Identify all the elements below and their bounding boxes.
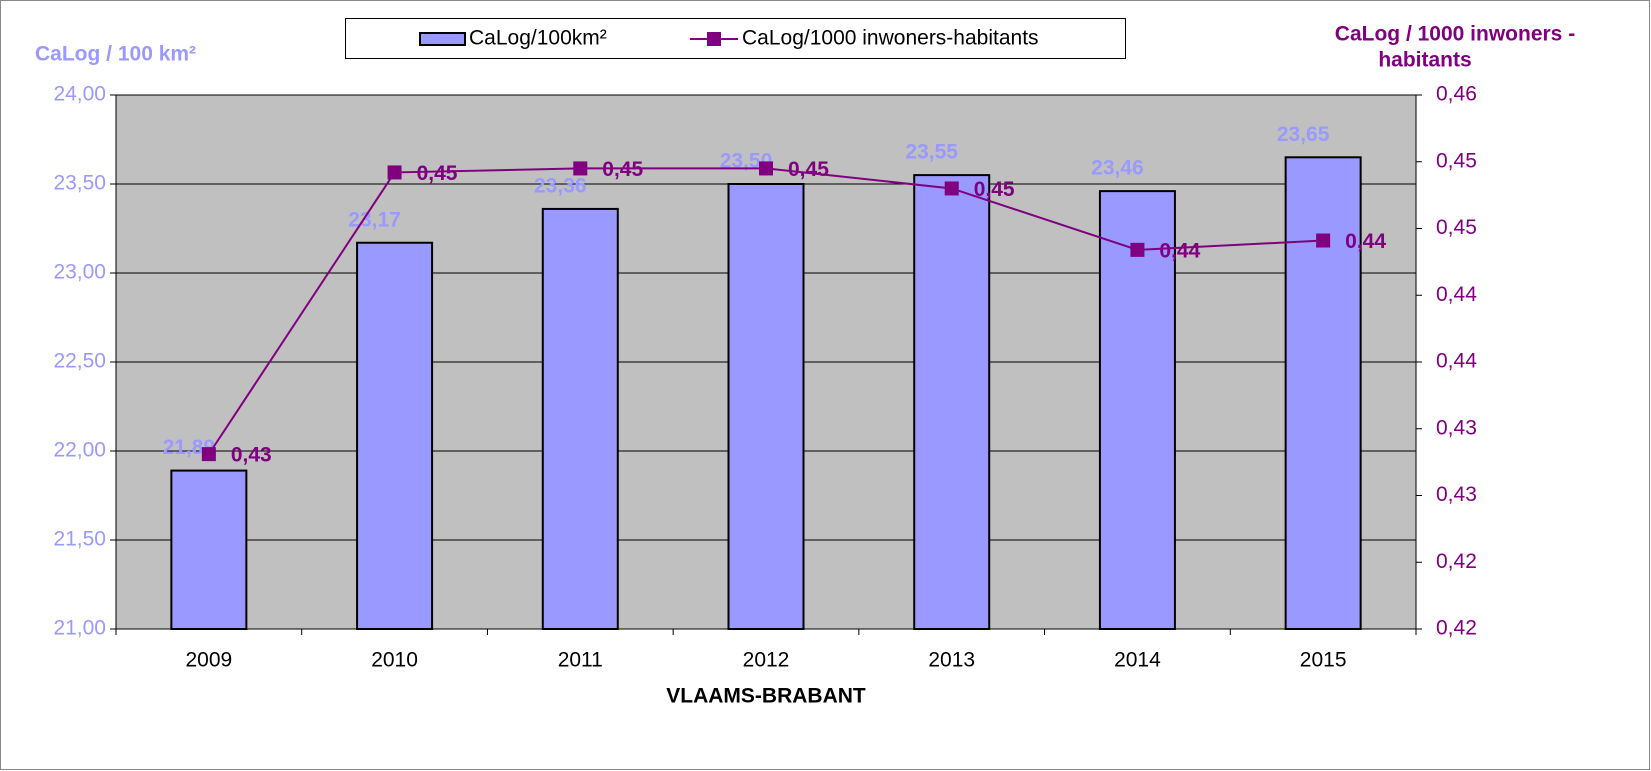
y2-tick-label: 0,44: [1436, 350, 1477, 373]
y2-tick-label: 0,46: [1436, 83, 1477, 106]
line-value-label: 0,44: [1345, 230, 1386, 253]
legend-label: CaLog/100km²: [469, 27, 607, 50]
bar: [1284, 156, 1362, 631]
x-tick-label: 2012: [743, 649, 790, 672]
y-tick-label: 21,50: [53, 528, 106, 551]
line-marker: [387, 165, 402, 180]
y-tick-label: 21,00: [53, 617, 106, 640]
bar: [170, 469, 248, 630]
line-marker: [944, 181, 959, 196]
line-value-label: 0,45: [974, 178, 1015, 201]
line-marker: [1316, 233, 1331, 248]
x-tick-label: 2010: [371, 649, 418, 672]
x-tick-label: 2009: [185, 649, 232, 672]
legend-marker: [707, 32, 721, 46]
y2-tick-label: 0,44: [1436, 283, 1477, 306]
y-tick-label: 23,00: [53, 261, 106, 284]
y2-axis-title: habitants: [1378, 49, 1471, 72]
bar-value-label: 23,36: [534, 174, 587, 197]
line-marker: [1130, 242, 1145, 257]
bar-value-label: 23,65: [1277, 123, 1330, 146]
line-marker: [759, 161, 773, 176]
y2-tick-label: 0,42: [1436, 617, 1477, 640]
y2-axis-title: CaLog / 1000 inwoners -: [1335, 23, 1575, 46]
y-axis-title: CaLog / 100 km²: [35, 43, 196, 66]
x-tick-label: 2011: [558, 649, 603, 672]
line-marker: [573, 161, 588, 176]
y2-tick-label: 0,42: [1436, 550, 1477, 573]
legend-label: CaLog/1000 inwoners-habitants: [742, 27, 1039, 50]
bar: [1098, 190, 1176, 630]
y-tick-label: 23,50: [53, 172, 106, 195]
bar: [727, 183, 805, 630]
line-value-label: 0,45: [602, 158, 643, 181]
bar-value-label: 23,46: [1091, 157, 1144, 180]
x-tick-label: 2015: [1300, 649, 1347, 672]
y2-tick-label: 0,45: [1436, 149, 1477, 172]
bar: [913, 174, 991, 630]
bar: [541, 207, 619, 630]
x-axis-title: VLAAMS-BRABANT: [666, 685, 866, 708]
y2-tick-label: 0,45: [1436, 216, 1477, 239]
y2-tick-label: 0,43: [1436, 483, 1477, 506]
line-value-label: 0,45: [417, 162, 458, 185]
y-tick-label: 22,50: [53, 350, 106, 373]
line-value-label: 0,44: [1159, 239, 1200, 262]
legend-swatch: [419, 32, 466, 46]
line-value-label: 0,43: [231, 444, 272, 467]
line-marker: [201, 447, 216, 462]
y2-tick-label: 0,43: [1436, 416, 1477, 439]
y-tick-label: 24,00: [53, 83, 106, 106]
bar-value-label: 23,55: [905, 141, 958, 164]
x-tick-label: 2013: [928, 649, 975, 672]
y-tick-label: 22,00: [53, 439, 106, 462]
x-tick-label: 2014: [1114, 649, 1161, 672]
line-value-label: 0,45: [788, 158, 829, 181]
bar-value-label: 23,17: [348, 208, 401, 231]
bar: [356, 241, 434, 631]
